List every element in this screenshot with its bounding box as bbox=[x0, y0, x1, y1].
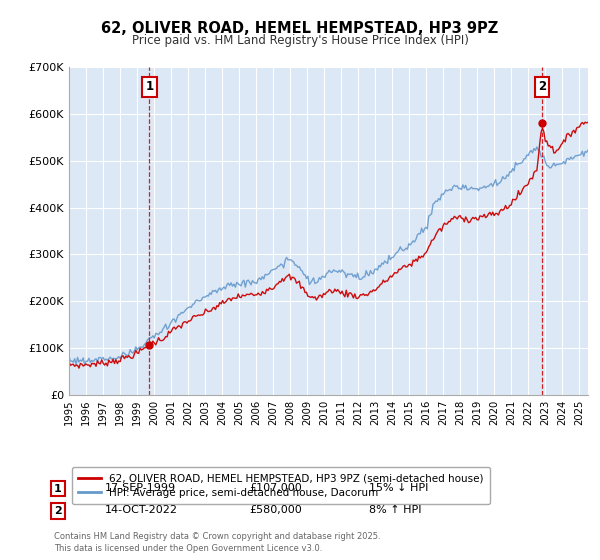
Text: 17-SEP-1999: 17-SEP-1999 bbox=[105, 483, 176, 493]
Text: 8% ↑ HPI: 8% ↑ HPI bbox=[369, 505, 421, 515]
Legend: 62, OLIVER ROAD, HEMEL HEMPSTEAD, HP3 9PZ (semi-detached house), HPI: Average pr: 62, OLIVER ROAD, HEMEL HEMPSTEAD, HP3 9P… bbox=[71, 467, 490, 505]
Text: 14-OCT-2022: 14-OCT-2022 bbox=[105, 505, 178, 515]
Text: 2: 2 bbox=[538, 80, 546, 94]
Text: £107,000: £107,000 bbox=[249, 483, 302, 493]
Text: Contains HM Land Registry data © Crown copyright and database right 2025.
This d: Contains HM Land Registry data © Crown c… bbox=[54, 532, 380, 553]
Text: 62, OLIVER ROAD, HEMEL HEMPSTEAD, HP3 9PZ: 62, OLIVER ROAD, HEMEL HEMPSTEAD, HP3 9P… bbox=[101, 21, 499, 36]
Text: 1: 1 bbox=[54, 484, 62, 494]
Text: 1: 1 bbox=[145, 80, 154, 94]
Text: £580,000: £580,000 bbox=[249, 505, 302, 515]
Text: 2: 2 bbox=[54, 506, 62, 516]
Text: 15% ↓ HPI: 15% ↓ HPI bbox=[369, 483, 428, 493]
Text: Price paid vs. HM Land Registry's House Price Index (HPI): Price paid vs. HM Land Registry's House … bbox=[131, 34, 469, 46]
